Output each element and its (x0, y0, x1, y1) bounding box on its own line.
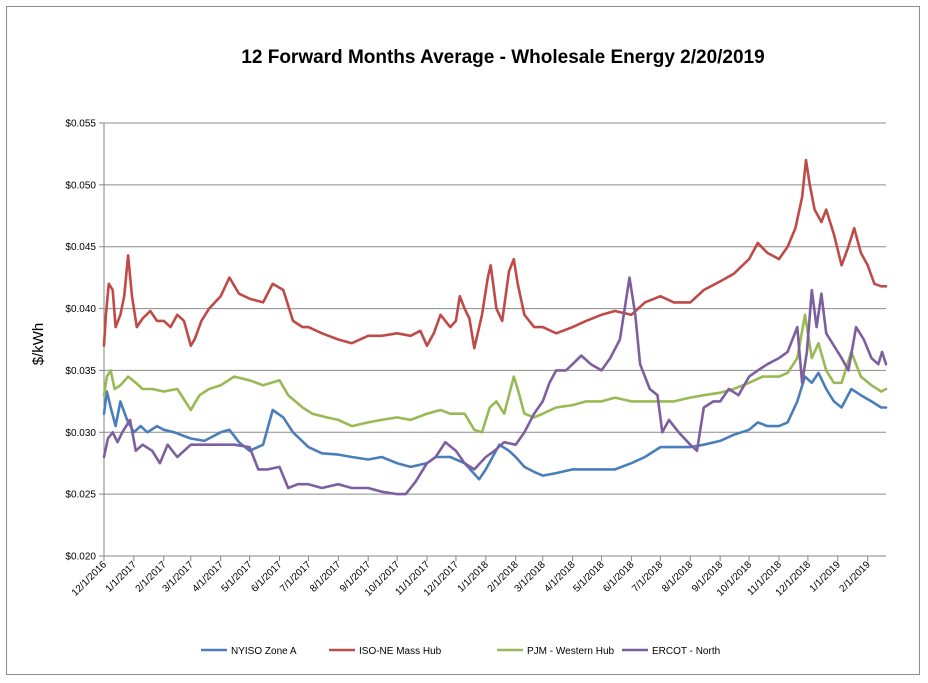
x-tick-label: 2/1/2019 (837, 559, 873, 595)
x-tick-label: 7/1/2018 (630, 559, 666, 595)
x-tick-label: 1/1/2019 (808, 559, 844, 595)
x-tick-label: 5/1/2018 (571, 559, 607, 595)
y-tick-label: $0.025 (65, 490, 96, 501)
x-tick-label: 1/1/2017 (104, 559, 140, 595)
y-tick-labels: $0.020 $0.025 $0.030 $0.035 $0.040 $0.045 $0.0… (65, 119, 96, 563)
x-tick-label: 1/1/2018 (456, 559, 492, 595)
y-tick-label: $0.050 (65, 180, 96, 191)
y-axis-label: $/kWh (30, 323, 47, 366)
gridlines (99, 122, 886, 561)
y-tick-label: $0.055 (65, 119, 96, 130)
series-line-3 (102, 276, 888, 496)
x-tick-label: 7/1/2017 (278, 559, 314, 595)
y-tick-label: $0.045 (65, 242, 96, 253)
x-tick-label: 5/1/2017 (219, 559, 255, 595)
y-tick-label: $0.020 (65, 552, 96, 563)
chart-frame (6, 6, 920, 675)
x-tick-label: 8/1/2018 (660, 559, 696, 595)
series-lines (102, 158, 888, 496)
legend: NYISO Zone A ISO-NE Mass Hub PJM - Western… (201, 646, 720, 657)
y-tick-label: $0.035 (65, 366, 96, 377)
series-line-2 (102, 313, 888, 434)
y-tick-label: $0.030 (65, 428, 96, 439)
legend-label: PJM - Western Hub (527, 646, 614, 657)
chart-title: 12 Forward Months Average - Wholesale En… (241, 47, 764, 68)
legend-label: ISO-NE Mass Hub (359, 646, 442, 657)
legend-label: ERCOT - North (652, 646, 720, 657)
y-tick-label: $0.040 (65, 304, 96, 315)
x-tick-labels: 12/1/20161/1/20172/1/20173/1/20174/1/201… (70, 559, 873, 599)
x-tick-label: 8/1/2017 (308, 559, 344, 595)
legend-label: NYISO Zone A (231, 646, 297, 657)
series-line-1 (102, 158, 888, 350)
series-line-0 (102, 371, 888, 481)
x-tick-label: 12/1/2016 (70, 559, 110, 599)
